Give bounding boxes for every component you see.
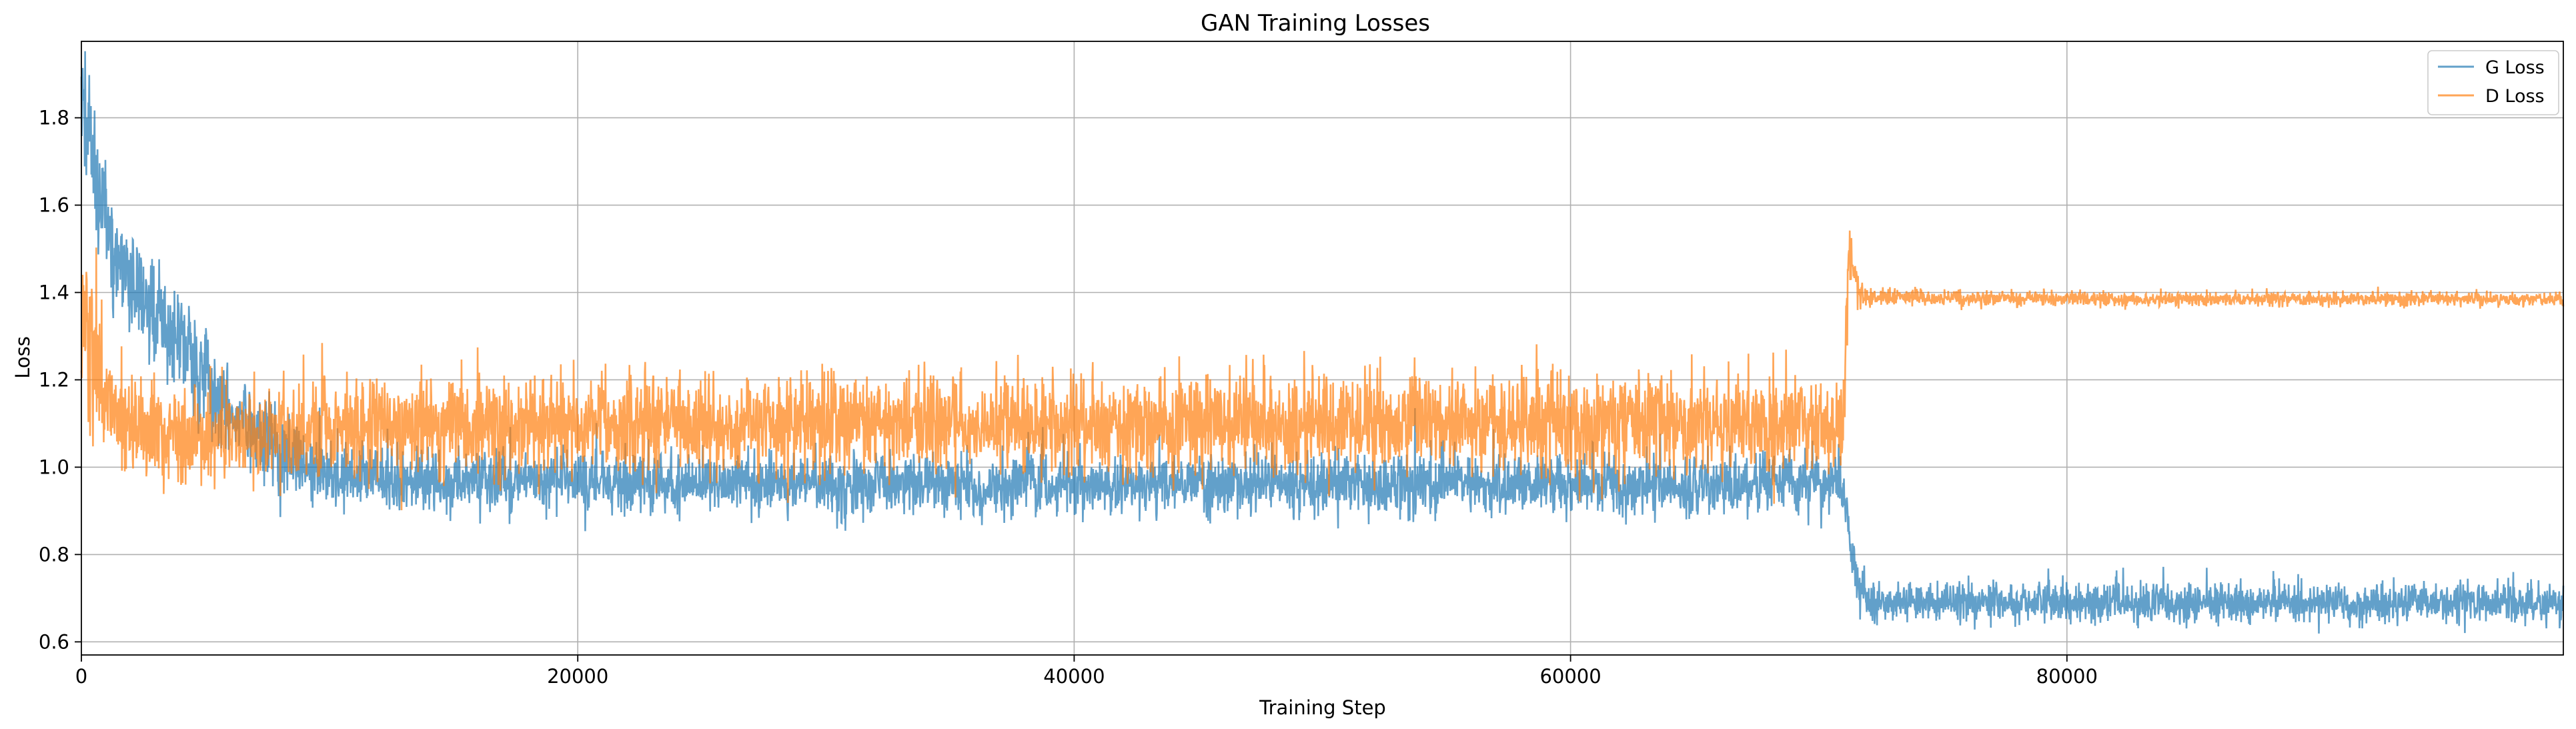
legend-label-d-loss: D Loss	[2485, 86, 2545, 107]
y-tick-label: 0.6	[39, 630, 69, 653]
legend-label-g-loss: G Loss	[2485, 57, 2545, 78]
x-tick-label: 20000	[547, 665, 608, 688]
legend: G Loss D Loss	[2427, 50, 2559, 115]
series-line-d-loss	[80, 230, 2565, 511]
x-axis-label: Training Step	[1259, 696, 1386, 719]
plot-frame	[81, 41, 2564, 656]
axis-ticks: 0 20000 40000 60000 80000 0.6 0.8 1.0 1.2 1.4 1.6 1…	[39, 107, 2098, 688]
x-tick-label: 40000	[1043, 665, 1105, 688]
x-tick-label: 60000	[1539, 665, 1601, 688]
chart-title: GAN Training Losses	[1201, 10, 1430, 37]
y-tick-label: 0.8	[39, 543, 69, 566]
x-tick-label: 80000	[2036, 665, 2098, 688]
y-tick-label: 1.2	[39, 368, 69, 391]
y-tick-label: 1.8	[39, 107, 69, 129]
y-axis-label: Loss	[11, 336, 34, 379]
series-line-g-loss	[80, 51, 2565, 634]
grid-lines	[81, 41, 2563, 655]
y-tick-label: 1.6	[39, 194, 69, 217]
plot-area	[80, 51, 2565, 634]
y-tick-label: 1.0	[39, 456, 69, 478]
y-tick-label: 1.4	[39, 281, 69, 304]
x-tick-label: 0	[75, 665, 87, 688]
